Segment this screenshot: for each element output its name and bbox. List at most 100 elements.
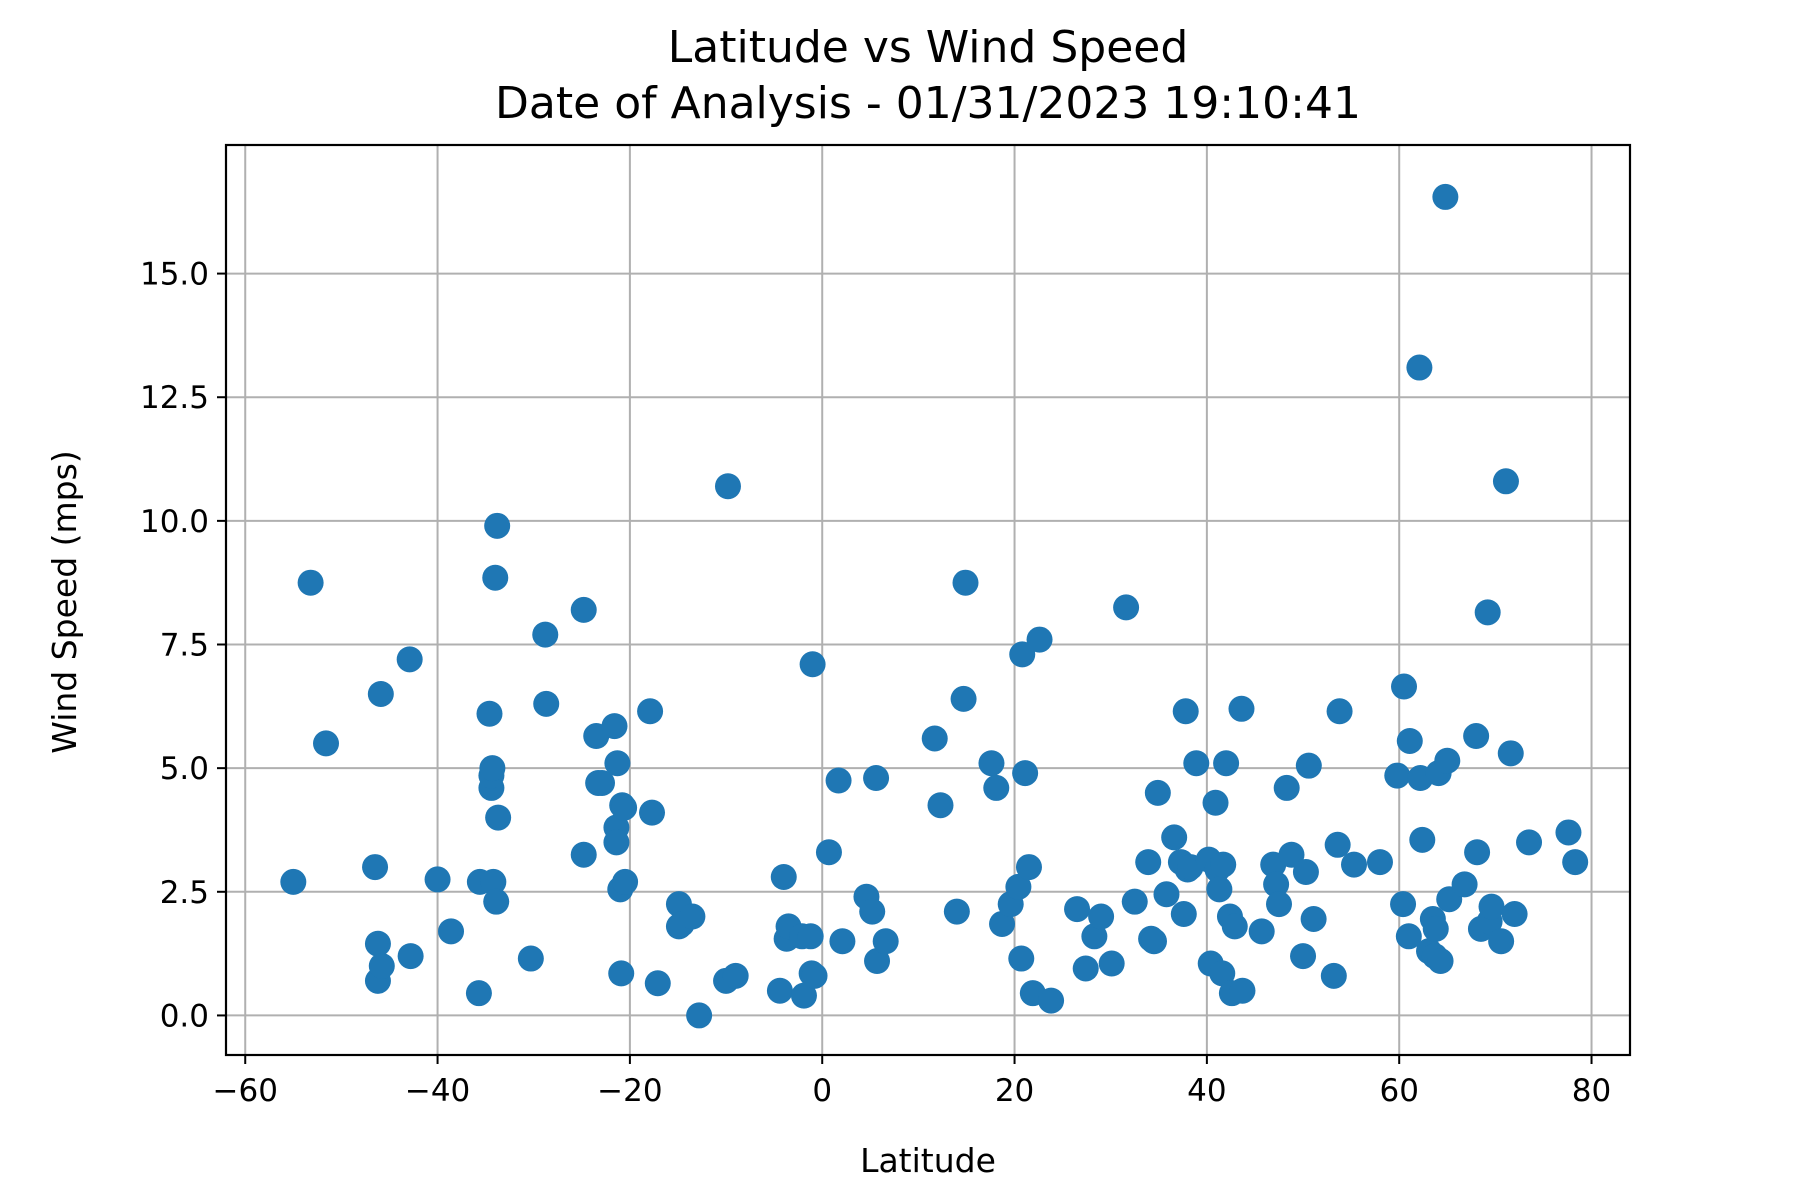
scatter-point — [1492, 468, 1519, 495]
scatter-point — [1229, 977, 1256, 1004]
scatter-point — [637, 698, 664, 725]
scatter-point — [1422, 915, 1449, 942]
scatter-point — [1072, 955, 1099, 982]
scatter-point — [1202, 789, 1229, 816]
scatter-point — [1390, 891, 1417, 918]
scatter-point — [1098, 950, 1125, 977]
scatter-point — [950, 685, 977, 712]
scatter-point — [1463, 723, 1490, 750]
scatter-point — [1210, 851, 1237, 878]
x-tick-label: 0 — [812, 1073, 832, 1109]
scatter-point — [1206, 876, 1233, 903]
chart-subtitle: Date of Analysis - 01/31/2023 19:10:41 — [495, 78, 1361, 129]
y-tick-label: 10.0 — [140, 504, 209, 540]
x-tick-label: −20 — [597, 1073, 662, 1109]
scatter-point — [482, 564, 509, 591]
scatter-point — [1144, 779, 1171, 806]
scatter-point — [1012, 760, 1039, 787]
scatter-point — [797, 923, 824, 950]
scatter-point — [368, 952, 395, 979]
scatter-point — [1008, 945, 1035, 972]
x-tick-label: 80 — [1572, 1073, 1611, 1109]
scatter-point — [1434, 747, 1461, 774]
scatter-point — [1290, 943, 1317, 970]
scatter-point — [1497, 740, 1524, 767]
scatter-point — [1366, 849, 1393, 876]
y-tick-label: 5.0 — [160, 751, 209, 787]
scatter-point — [1478, 893, 1505, 920]
scatter-point — [612, 868, 639, 895]
x-axis-label: Latitude — [860, 1141, 996, 1180]
scatter-point — [479, 755, 506, 782]
scatter-point — [1209, 960, 1236, 987]
scatter-point — [589, 769, 616, 796]
scatter-point — [1153, 881, 1180, 908]
scatter-point — [1278, 841, 1305, 868]
scatter-point — [1172, 698, 1199, 725]
scatter-point — [1488, 928, 1515, 955]
scatter-point — [815, 839, 842, 866]
scatter-point — [639, 799, 666, 826]
scatter-point — [485, 804, 512, 831]
scatter-point — [1005, 873, 1032, 900]
scatter-point — [679, 903, 706, 930]
scatter-point — [517, 945, 544, 972]
scatter-point — [1292, 859, 1319, 886]
scatter-point — [362, 854, 389, 881]
x-tick-label: 40 — [1187, 1073, 1226, 1109]
scatter-point — [1015, 854, 1042, 881]
y-axis-label: Wind Speed (mps) — [45, 450, 84, 753]
scatter-point — [611, 794, 638, 821]
scatter-point — [1295, 752, 1322, 779]
scatter-point — [829, 928, 856, 955]
scatter-point — [1135, 849, 1162, 876]
scatter-point — [1113, 594, 1140, 621]
scatter-point — [1320, 962, 1347, 989]
scatter-point — [1140, 928, 1167, 955]
scatter-point — [825, 767, 852, 794]
scatter-point — [1248, 918, 1275, 945]
scatter-point — [601, 713, 628, 740]
scatter-point — [1391, 673, 1418, 700]
scatter-point — [1396, 727, 1423, 754]
scatter-point — [1427, 948, 1454, 975]
x-tick-label: 20 — [995, 1073, 1034, 1109]
scatter-point — [570, 596, 597, 623]
scatter-point — [476, 700, 503, 727]
scatter-point — [608, 960, 635, 987]
scatter-point — [532, 621, 559, 648]
scatter-point — [921, 725, 948, 752]
scatter-point — [644, 970, 671, 997]
scatter-point — [570, 841, 597, 868]
scatter-point — [983, 774, 1010, 801]
scatter-point — [364, 930, 391, 957]
scatter-point — [397, 943, 424, 970]
scatter-point — [859, 898, 886, 925]
x-tick-label: 60 — [1379, 1073, 1418, 1109]
scatter-point — [1064, 896, 1091, 923]
scatter-point — [1266, 891, 1292, 918]
scatter-point — [943, 898, 970, 925]
scatter-point — [1326, 698, 1353, 725]
scatter-point — [989, 910, 1016, 937]
y-tick-label: 15.0 — [140, 257, 209, 293]
scatter-point — [1228, 695, 1255, 722]
scatter-point — [424, 866, 451, 893]
scatter-point — [1009, 641, 1036, 668]
scatter-point — [280, 868, 307, 895]
scatter-point — [790, 982, 817, 1009]
scatter-point — [1341, 851, 1368, 878]
scatter-point — [686, 1002, 713, 1029]
scatter-point — [1038, 987, 1065, 1014]
scatter-point — [1501, 901, 1528, 928]
scatter-point — [1088, 903, 1115, 930]
scatter-point — [766, 977, 793, 1004]
y-tick-label: 0.0 — [160, 998, 209, 1034]
scatter-point — [1451, 871, 1478, 898]
grid-lines — [226, 145, 1630, 1055]
scatter-point — [872, 928, 899, 955]
scatter-point — [1026, 626, 1053, 653]
data-points — [280, 183, 1589, 1029]
scatter-point — [1213, 750, 1240, 777]
scatter-point — [770, 863, 797, 890]
